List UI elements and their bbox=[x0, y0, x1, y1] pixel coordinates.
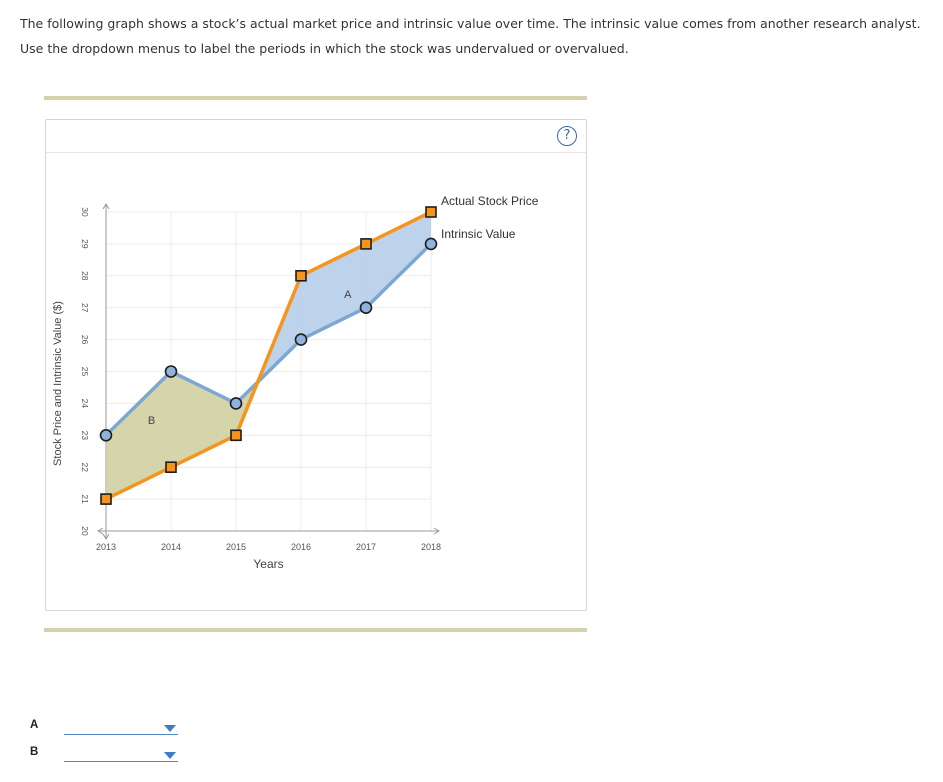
y-tick-label: 28 bbox=[80, 271, 90, 281]
x-tick-label: 2017 bbox=[356, 542, 376, 552]
x-axis-arrow-right bbox=[433, 527, 440, 535]
instructions-text: The following graph shows a stock’s actu… bbox=[20, 16, 921, 56]
region-label-a: A bbox=[344, 289, 352, 301]
actual-price-point bbox=[295, 269, 307, 282]
actual-price-point bbox=[360, 238, 372, 250]
x-tick-label: 2014 bbox=[161, 542, 181, 552]
top-divider bbox=[44, 96, 587, 100]
x-axis-title: Years bbox=[253, 557, 283, 571]
intrinsic-value-point bbox=[424, 237, 438, 251]
legend-intrinsic-value: Intrinsic Value bbox=[441, 227, 516, 241]
help-question-icon[interactable]: ? bbox=[557, 126, 577, 146]
dropdown-a[interactable] bbox=[64, 716, 178, 735]
x-tick-label: 2015 bbox=[226, 542, 246, 552]
x-axis-arrow-left bbox=[97, 527, 104, 535]
y-tick-label: 23 bbox=[80, 431, 90, 441]
y-tick-label: 21 bbox=[80, 494, 90, 504]
y-axis-arrow-up bbox=[102, 203, 110, 210]
y-tick-label: 29 bbox=[80, 239, 90, 249]
intrinsic-value-line bbox=[104, 242, 433, 437]
answer-label-a: A bbox=[30, 719, 39, 731]
intrinsic-value-point bbox=[164, 365, 178, 378]
y-tick-label: 24 bbox=[80, 399, 90, 409]
legend-actual-stock-price: Actual Stock Price bbox=[441, 194, 539, 208]
dropdown-b[interactable] bbox=[64, 743, 178, 762]
answer-row-b: B bbox=[0, 743, 300, 769]
panel-header-divider bbox=[46, 152, 586, 153]
y-tick-label: 30 bbox=[80, 207, 90, 217]
intrinsic-value-point bbox=[99, 428, 113, 442]
x-tick-label: 2016 bbox=[291, 542, 311, 552]
x-tick-label: 2013 bbox=[96, 542, 116, 552]
chevron-down-icon bbox=[164, 725, 176, 732]
answer-row-a: A bbox=[0, 716, 300, 742]
intrinsic-value-point bbox=[229, 397, 243, 410]
actual-price-point bbox=[100, 493, 112, 505]
y-tick-label: 26 bbox=[80, 335, 90, 345]
y-tick-label: 25 bbox=[80, 367, 90, 377]
bottom-divider bbox=[44, 628, 587, 632]
graph-panel: ? bbox=[45, 119, 587, 611]
y-tick-label: 27 bbox=[80, 303, 90, 313]
chevron-down-icon bbox=[164, 752, 176, 759]
y-tick-label: 20 bbox=[80, 526, 90, 536]
actual-price-line bbox=[105, 210, 432, 501]
intrinsic-value-point bbox=[294, 333, 308, 346]
y-axis-title: Stock Price and Intrinsic Value ($) bbox=[52, 301, 64, 466]
region-label-b: B bbox=[148, 415, 155, 427]
region-b-shading bbox=[106, 371, 258, 500]
intrinsic-value-point bbox=[359, 301, 373, 315]
y-tick-label: 22 bbox=[80, 462, 90, 472]
actual-price-point bbox=[165, 461, 177, 474]
y-axis-arrow-down bbox=[102, 533, 110, 540]
answer-label-b: B bbox=[30, 746, 39, 758]
x-tick-label: 2018 bbox=[421, 542, 441, 552]
actual-price-point bbox=[230, 429, 242, 442]
actual-price-point bbox=[425, 206, 437, 218]
